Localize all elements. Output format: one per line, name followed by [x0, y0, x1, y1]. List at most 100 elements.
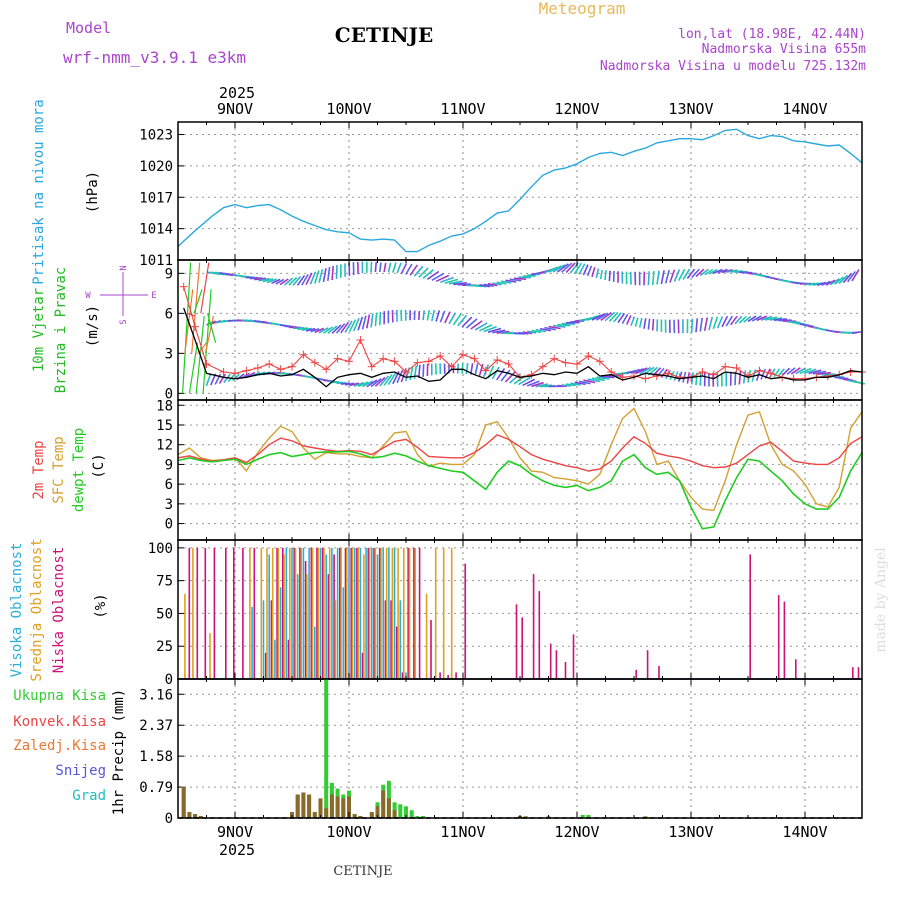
- wind-arrow: [617, 312, 626, 324]
- total-precip-bar: [586, 814, 591, 818]
- wind-streak: [204, 315, 214, 354]
- wind-arrow: [699, 268, 709, 277]
- wind-arrow: [651, 270, 655, 285]
- wind-arrow: [478, 363, 484, 377]
- wind-arrow: [361, 315, 367, 330]
- wind-arrow: [821, 373, 836, 376]
- wind-arrow: [370, 313, 374, 328]
- conv-precip-bar: [643, 816, 648, 818]
- wind-arrow: [465, 318, 478, 329]
- wind-arrow: [535, 328, 547, 333]
- wind-arrow: [686, 268, 696, 279]
- wind-arrow: [595, 268, 600, 279]
- total-precip-bar: [421, 816, 426, 818]
- wind-arrow: [344, 382, 355, 386]
- wind-arrow: [362, 380, 374, 388]
- wind-arrow: [786, 367, 796, 376]
- wind-arrow: [834, 276, 845, 285]
- precip-legend-hail: Grad: [72, 788, 106, 804]
- wind-arrow: [383, 262, 387, 273]
- wind-arrow: [574, 262, 583, 274]
- wind-arrow: [608, 270, 611, 282]
- cloud-ylabel-1: Visoka Oblacnost: [9, 543, 25, 678]
- wind-arrow: [474, 363, 479, 376]
- wind-arrow: [673, 269, 681, 282]
- conv-precip-bar: [312, 812, 317, 818]
- wind-arrow: [492, 329, 506, 334]
- wind-arrow: [691, 268, 700, 279]
- wind-arrow: [556, 263, 569, 273]
- model-label: Model: [66, 19, 111, 37]
- wind-arrow: [310, 328, 320, 333]
- lonlat-label: lon,lat (18.98E, 42.44N): [678, 27, 866, 42]
- wind-arrow: [747, 315, 757, 323]
- precip-panel: 0 0.79 1.58 2.37 3.16: [139, 678, 863, 827]
- wind-arrow: [591, 313, 605, 321]
- wind-arrow: [409, 366, 414, 381]
- wind-streak: [188, 342, 198, 394]
- wind-arrow: [461, 363, 464, 374]
- conv-precip-bar: [523, 816, 528, 818]
- wind-arrow: [387, 372, 397, 386]
- pressure-units: (hPa): [85, 171, 101, 213]
- compass-n: N: [119, 265, 129, 270]
- wind-arrow: [322, 268, 327, 283]
- wind-arrow: [565, 383, 576, 387]
- wind-arrow: [500, 280, 512, 284]
- wind-arrow: [587, 314, 601, 321]
- conv-precip-bar: [329, 794, 334, 818]
- wind-arrow: [664, 269, 670, 284]
- bottom-year-label: 2025: [219, 841, 255, 859]
- total-precip-bar: [404, 806, 408, 818]
- wind-arrow: [288, 276, 298, 286]
- wind-arrow: [625, 315, 632, 325]
- wind-arrow: [526, 330, 537, 334]
- wind-arrow: [231, 373, 240, 382]
- wind-arrow: [418, 310, 421, 321]
- wind-arrow: [249, 277, 263, 280]
- wind-arrow: [742, 370, 747, 384]
- wind-arrow: [738, 370, 742, 385]
- wind-arrow: [396, 262, 402, 274]
- wind-arrow: [613, 312, 622, 323]
- temp-ylabel-1: 2m Temp: [31, 440, 47, 499]
- wind-arrow: [522, 331, 533, 335]
- wind-arrow: [457, 314, 468, 327]
- wind-arrow: [314, 327, 325, 334]
- temp-ytick-label: 15: [156, 418, 173, 434]
- conv-precip-bar: [295, 794, 300, 818]
- conv-precip-bar: [341, 798, 346, 818]
- wind-arrow: [453, 282, 467, 286]
- wind-arrow: [608, 311, 619, 322]
- wind-arrow: [275, 278, 285, 285]
- cloud-ytick-label: 50: [156, 606, 173, 622]
- conv-precip-bar: [347, 796, 351, 818]
- wind-arrow: [548, 265, 562, 273]
- wind-streak: [198, 342, 207, 354]
- wind-arrow: [340, 321, 350, 334]
- wind-arrow: [452, 313, 462, 326]
- wind-arrow: [387, 262, 392, 273]
- wind-arrow: [418, 364, 421, 378]
- wind-arrow: [829, 278, 840, 286]
- pressure-ytick-label: 1017: [139, 190, 173, 206]
- wind-arrow: [638, 317, 643, 328]
- wind-arrow: [514, 277, 527, 280]
- wind-arrow: [293, 327, 305, 330]
- pressure-ytick-label: 1020: [139, 159, 173, 175]
- wind-arrow: [461, 316, 473, 328]
- wind-arrow: [370, 378, 382, 388]
- wind-arrow: [639, 366, 652, 375]
- wind-arrow: [348, 319, 357, 333]
- wind-arrow: [474, 322, 488, 331]
- wind-arrow: [374, 376, 386, 387]
- cloud-ytick-label: 100: [148, 541, 173, 557]
- wind-arrow: [422, 268, 435, 279]
- watermark: made by Angel: [873, 547, 889, 653]
- dewpt-line: [177, 450, 863, 530]
- wind-arrow: [643, 318, 647, 329]
- wind-streak: [200, 262, 210, 314]
- top-day-label: 13NOV: [668, 100, 713, 118]
- wind-arrow: [318, 269, 324, 283]
- wind-arrow: [305, 327, 316, 332]
